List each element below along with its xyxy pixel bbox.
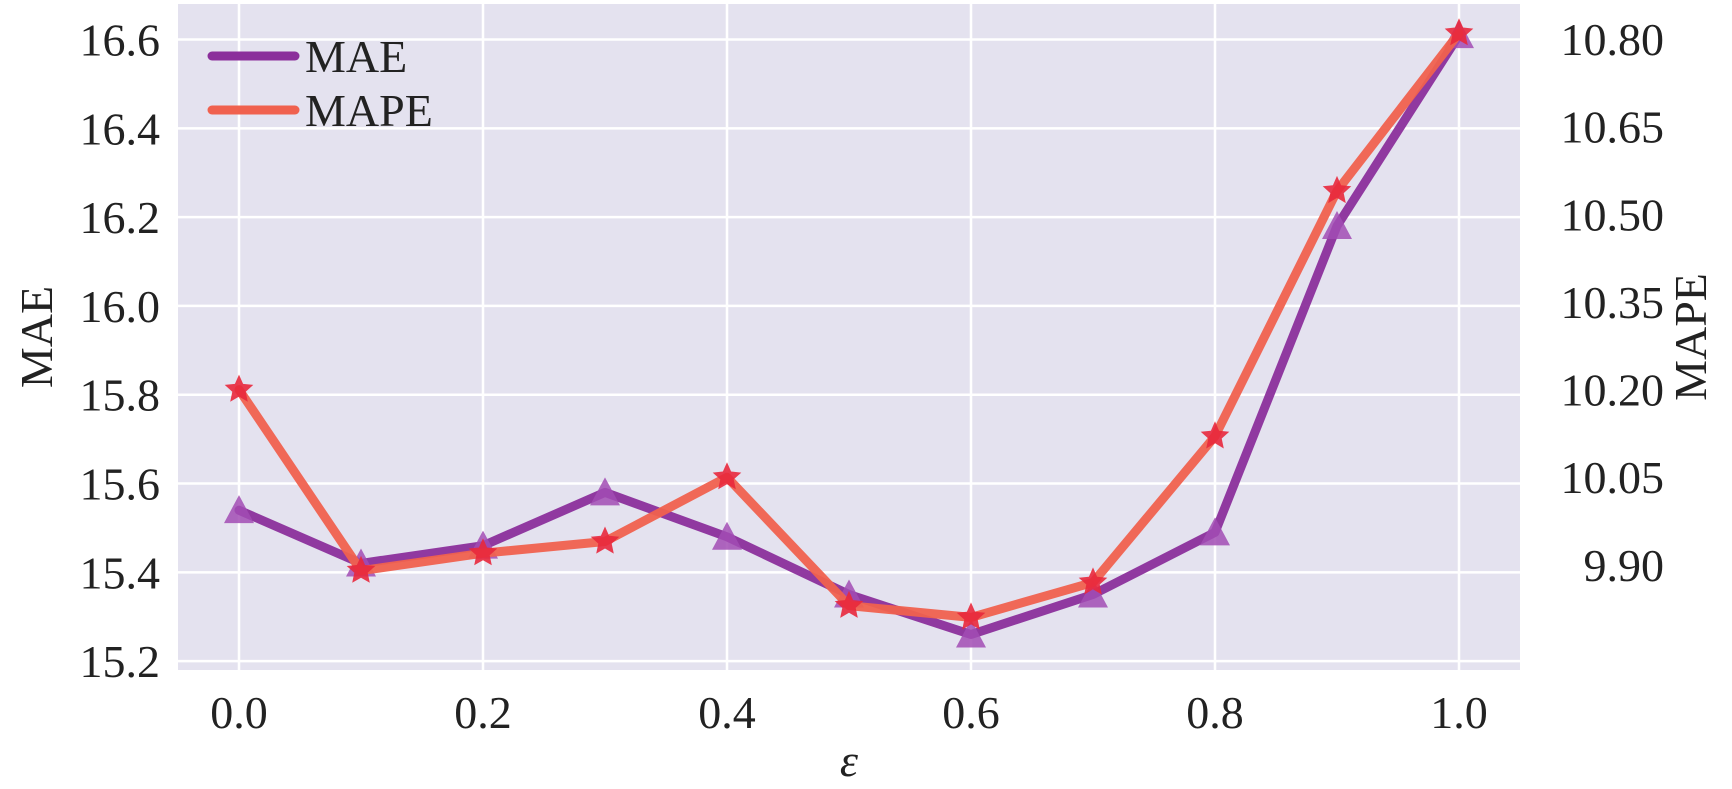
point-mape [1322, 175, 1352, 204]
ticks-layer: 0.0 0.2 0.4 0.6 0.8 1.0 15.2 15.4 15.6 15.8 16.0 16… [80, 14, 1665, 738]
y-left-tick-label: 15.4 [80, 547, 161, 598]
point-mae [1078, 579, 1108, 608]
series-layer [224, 18, 1474, 648]
point-mape [712, 462, 742, 490]
y-right-tick-label: 10.05 [1561, 452, 1665, 503]
y-right-tick-label: 10.50 [1561, 189, 1665, 240]
point-mae [1200, 517, 1230, 546]
y-left-tick-label: 16.0 [80, 281, 161, 332]
point-mape [346, 555, 376, 583]
x-tick-label: 0.6 [942, 687, 1000, 738]
legend: MAE MAPE [207, 31, 433, 136]
y-left-tick-label: 16.2 [80, 192, 161, 243]
x-tick-label: 0.8 [1186, 687, 1244, 738]
point-mape [834, 590, 864, 618]
point-mae [712, 521, 742, 550]
y-right-tick-label: 10.35 [1561, 277, 1665, 328]
point-mae [590, 477, 620, 506]
grid [178, 4, 1520, 670]
y-axis-left-title: MAE [11, 286, 62, 388]
x-tick-label: 1.0 [1430, 687, 1488, 738]
x-tick-label: 0.0 [210, 687, 268, 738]
y-axis-right-title: MAPE [1665, 273, 1716, 401]
y-right-tick-label: 9.90 [1584, 540, 1665, 591]
x-tick-label: 0.2 [454, 687, 512, 738]
y-left-tick-label: 15.2 [80, 636, 161, 687]
y-left-tick-label: 15.8 [80, 370, 161, 421]
x-axis-title: ε [840, 735, 859, 786]
y-right-tick-label: 10.65 [1561, 102, 1665, 153]
point-mae [224, 495, 254, 524]
legend-label-mape: MAPE [305, 85, 433, 136]
point-mape [224, 374, 254, 402]
point-mae [956, 619, 986, 648]
y-right-tick-label: 10.80 [1561, 14, 1665, 65]
point-mape [590, 526, 620, 554]
y-left-tick-label: 15.6 [80, 459, 161, 510]
legend-label-mae: MAE [305, 31, 407, 82]
point-mape [1200, 421, 1230, 449]
y-left-tick-label: 16.4 [80, 103, 161, 154]
point-mape [1078, 567, 1108, 595]
point-mape [468, 538, 498, 566]
point-mape [1444, 18, 1474, 46]
point-mae [1322, 211, 1352, 239]
y-right-tick-label: 10.20 [1561, 365, 1665, 416]
x-tick-label: 0.4 [698, 687, 756, 738]
point-mape [956, 602, 986, 630]
y-left-tick-label: 16.6 [80, 15, 161, 66]
